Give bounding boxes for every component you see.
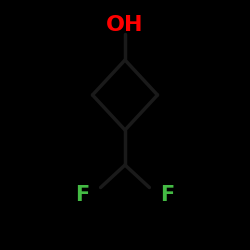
- Text: F: F: [76, 185, 90, 205]
- Text: F: F: [160, 185, 174, 205]
- Text: OH: OH: [106, 15, 144, 35]
